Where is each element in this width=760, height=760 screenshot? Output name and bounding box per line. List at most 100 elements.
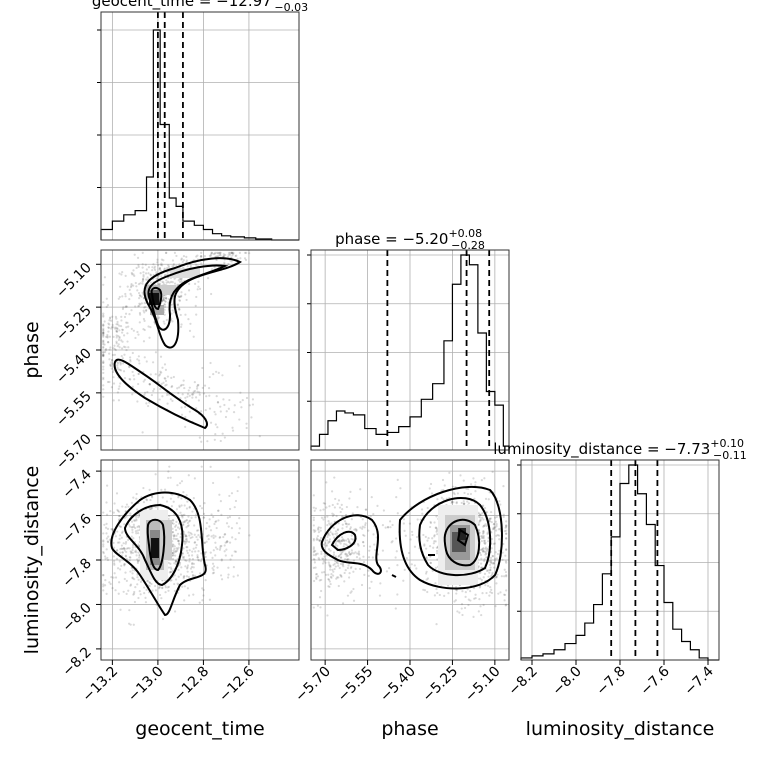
density-cell — [149, 293, 159, 305]
sample-point — [233, 506, 236, 509]
sample-point — [196, 390, 199, 393]
sample-point — [232, 566, 235, 569]
sample-point — [129, 583, 133, 586]
sample-point — [208, 254, 212, 257]
sample-point — [112, 541, 115, 545]
sample-point — [116, 361, 119, 364]
sample-point — [178, 482, 182, 485]
sample-point — [217, 254, 220, 257]
sample-point — [148, 383, 152, 386]
sample-point — [167, 566, 171, 569]
sample-point — [179, 535, 182, 539]
sample-point — [106, 540, 109, 543]
sample-point — [111, 359, 114, 362]
sample-point — [110, 319, 113, 322]
sample-point — [181, 552, 185, 555]
sample-point — [210, 535, 213, 538]
sample-point — [110, 367, 113, 370]
sample-point — [102, 376, 105, 379]
sample-point — [448, 471, 451, 474]
sample-point — [373, 543, 376, 546]
sample-point — [116, 330, 119, 333]
sample-point — [117, 343, 120, 346]
sample-point — [230, 260, 233, 263]
sample-point — [145, 498, 148, 501]
y-axis-label-luminosity-distance: luminosity_distance — [21, 466, 43, 655]
sample-point — [351, 551, 354, 554]
sample-point — [156, 261, 159, 264]
sample-point — [105, 548, 108, 551]
sample-point — [250, 416, 253, 419]
sample-point — [368, 545, 372, 548]
sample-point — [500, 575, 503, 578]
sample-point — [230, 492, 234, 495]
sample-point — [121, 331, 124, 334]
sample-point — [345, 522, 348, 525]
sample-point — [130, 283, 133, 286]
sample-point — [102, 368, 105, 371]
sample-point — [241, 399, 244, 402]
sample-point — [185, 519, 188, 522]
sample-point — [115, 342, 118, 345]
sample-point — [327, 520, 330, 523]
sample-point — [164, 377, 167, 380]
sample-point — [170, 280, 173, 283]
y-tick-label: −7.8 — [59, 556, 94, 591]
sample-point — [204, 551, 208, 554]
sample-point — [372, 533, 375, 536]
sample-point — [361, 518, 364, 521]
sample-point — [217, 519, 220, 522]
sample-point — [328, 540, 331, 543]
sample-point — [124, 295, 127, 298]
x-tick-label: −5.55 — [335, 664, 377, 706]
sample-point — [211, 572, 215, 575]
sample-point — [313, 530, 316, 533]
sample-point — [349, 526, 352, 529]
sample-point — [170, 385, 173, 389]
sample-point — [195, 255, 198, 258]
sample-point — [150, 582, 153, 586]
sample-point — [102, 511, 105, 514]
sample-point — [174, 554, 177, 557]
sample-point — [227, 262, 230, 266]
sample-point — [137, 596, 140, 600]
contour-left-outer — [320, 514, 382, 575]
sample-point — [142, 486, 145, 490]
sample-point — [396, 593, 399, 596]
sample-point — [115, 330, 118, 333]
sample-point — [180, 278, 183, 281]
sample-point — [343, 520, 347, 523]
sample-point — [109, 582, 112, 586]
sample-point — [102, 331, 105, 335]
sample-point — [497, 528, 500, 531]
sample-point — [167, 297, 171, 301]
sample-point — [186, 567, 189, 570]
sample-point — [191, 536, 194, 539]
sample-point — [312, 606, 315, 609]
sample-point — [484, 546, 488, 549]
sample-point — [466, 492, 470, 496]
sample-point — [188, 506, 191, 509]
sample-point — [150, 495, 154, 498]
sample-point — [193, 282, 197, 286]
sample-point — [348, 552, 351, 555]
contour-tail — [113, 358, 208, 430]
sample-point — [136, 400, 139, 403]
sample-point — [114, 348, 117, 352]
sample-point — [120, 564, 123, 567]
sample-point — [196, 556, 199, 559]
sample-point — [495, 524, 498, 528]
sample-point — [312, 529, 315, 532]
sample-point — [425, 570, 428, 573]
sample-point — [105, 592, 108, 595]
sample-point — [352, 538, 355, 541]
sample-point — [433, 540, 436, 543]
sample-point — [347, 576, 351, 579]
sample-point — [463, 491, 466, 495]
sample-point — [136, 558, 139, 561]
sample-point — [180, 497, 183, 500]
sample-point — [173, 551, 176, 554]
sample-point — [312, 524, 315, 527]
sample-point — [429, 561, 432, 564]
sample-point — [172, 263, 175, 266]
